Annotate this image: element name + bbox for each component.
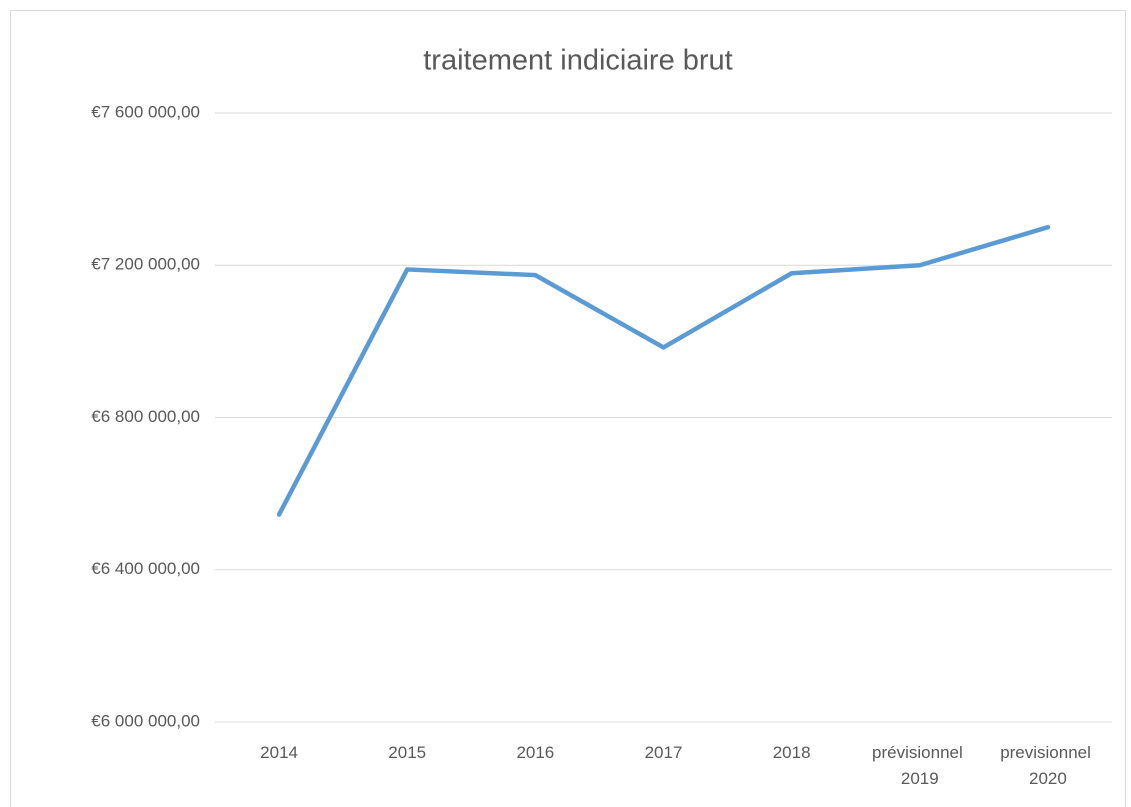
x-tick-label: 2017 <box>645 743 683 762</box>
y-tick-label: €6 000 000,00 <box>91 711 200 730</box>
y-tick-label: €7 200 000,00 <box>91 255 200 274</box>
x-tick-label: 2014 <box>260 743 298 762</box>
y-tick-label: €6 800 000,00 <box>91 407 200 426</box>
x-tick-label: 2018 <box>773 743 811 762</box>
x-tick-label: prévisionnel 2019 <box>872 743 967 788</box>
x-tick-label: previsionnel 2020 <box>1000 743 1095 788</box>
y-tick-label: €6 400 000,00 <box>91 559 200 578</box>
x-tick-label: 2016 <box>516 743 554 762</box>
x-tick-label: 2015 <box>388 743 426 762</box>
chart-title: traitement indiciaire brut <box>423 45 732 77</box>
chart-frame <box>10 10 1126 807</box>
y-tick-label: €7 600 000,00 <box>91 102 200 121</box>
data-line <box>276 224 1051 517</box>
